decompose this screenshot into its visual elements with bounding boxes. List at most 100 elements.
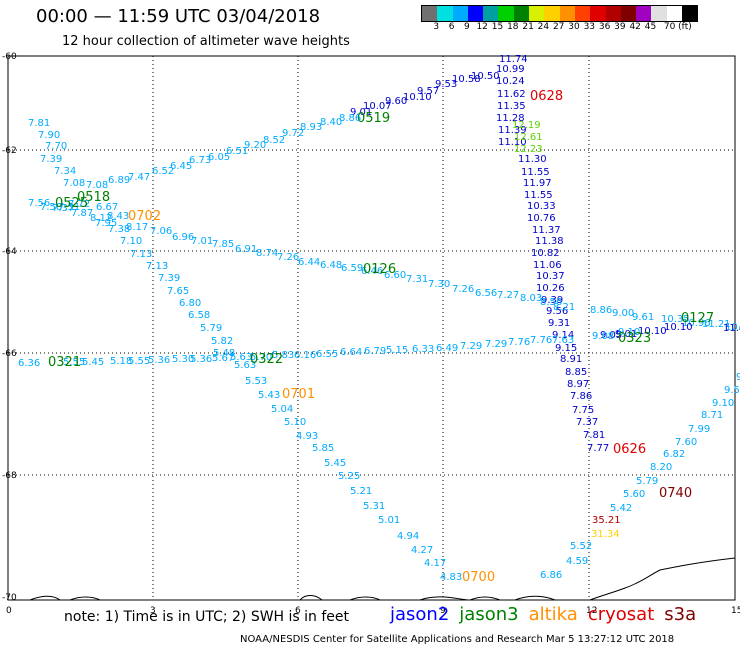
legend-tick-label: 39 (614, 22, 626, 32)
satellite-cryosat: cryosat (587, 604, 655, 625)
swh-value: 7.34 (54, 166, 76, 177)
satellite-legend: jason2 jason3 altika cryosat s3a (390, 604, 706, 625)
legend-tick-label: 42 (629, 22, 641, 32)
swh-value: 7.47 (128, 172, 150, 183)
swh-value: 4.93 (296, 431, 318, 442)
swh-value: 5.31 (363, 501, 385, 512)
legend-swatch (666, 6, 683, 21)
swh-value: 10.76 (527, 213, 556, 224)
color-scale-legend (421, 5, 699, 22)
swh-value: 6.52 (152, 166, 174, 177)
swh-value: 9.20 (244, 140, 266, 151)
note-text: note: 1) Time is in UTC; 2) SWH is in fe… (64, 609, 350, 625)
swh-value: 7.26 (452, 284, 474, 295)
legend-tick-label: 9 (464, 22, 470, 32)
swh-value: 10.37 (536, 271, 565, 282)
swh-value: 7.70 (45, 141, 67, 152)
swh-value: 5.52 (570, 541, 592, 552)
swh-value: 11.37 (532, 225, 561, 236)
track-time-label: 0519 (357, 111, 390, 126)
graticule (7, 55, 736, 601)
swh-value: 11.60 (723, 323, 740, 334)
swh-value: 6.79 (364, 346, 386, 357)
swh-value: 6.58 (188, 310, 210, 321)
coastline-path (29, 557, 736, 601)
swh-value: 6.67 (96, 202, 118, 213)
swh-value: 10.58 (452, 74, 481, 85)
satellite-altika: altika (528, 604, 578, 625)
swh-value: 9.00 (612, 308, 634, 319)
legend-swatch (483, 6, 499, 21)
lat-label: -60 (2, 52, 17, 62)
swh-value: 11.10 (498, 137, 527, 148)
legend-swatch (636, 6, 652, 21)
legend-tick-label: 33 (583, 22, 596, 32)
swh-value: 7.26 (277, 252, 299, 263)
swh-value: 11.97 (523, 178, 552, 189)
swh-value: 12.19 (512, 120, 541, 131)
track-0740: 35.21 31.34 0740 (591, 486, 692, 540)
swh-value: 5.25 (338, 471, 360, 482)
swh-value: 6.64 (340, 347, 362, 358)
swh-value: 7.29 (460, 341, 482, 352)
legend-tick-label: 45 (644, 22, 657, 32)
lon-label: 3 (150, 606, 156, 616)
swh-value: 6.82 (663, 449, 685, 460)
swh-value: 8.56 (540, 297, 562, 308)
swh-value: 9.53 (435, 79, 457, 90)
swh-value: 9.39 (541, 295, 563, 306)
swh-value: 7.76 (530, 335, 552, 346)
legend-swatch (498, 6, 514, 21)
swh-value: 11.21 (702, 319, 731, 330)
swh-value: 4.59 (566, 556, 588, 567)
track-0701: 0701 (282, 387, 315, 402)
lon-label: 12 (586, 606, 597, 616)
swh-value: 5.30 (172, 354, 194, 365)
swh-value: 9.10 (712, 398, 734, 409)
swh-value: 7.60 (675, 437, 697, 448)
swh-value: 9.05 (600, 330, 622, 341)
swh-value: 7.50 (40, 202, 62, 213)
legend-tick-label: 70 (ft) (663, 22, 692, 32)
swh-value: 10.10 (664, 322, 693, 333)
swh-value: 5.04 (271, 404, 293, 415)
swh-value: 10.26 (536, 283, 565, 294)
swh-value: 7.87 (71, 208, 93, 219)
legend-swatch (651, 6, 667, 21)
legend-swatch (574, 6, 591, 21)
legend-tick-label: 6 (448, 22, 455, 32)
swh-value: 7.63 (552, 335, 574, 346)
swh-value: 7.31 (406, 274, 428, 285)
swh-value: 6.33 (412, 344, 434, 355)
swh-value: 5.63 (234, 360, 256, 371)
swh-value: 5.18 (110, 356, 132, 367)
swh-value: 7.39 (40, 154, 62, 165)
swh-value: 8.86 (339, 113, 361, 124)
swh-value: 9.15 (555, 343, 577, 354)
swh-value: 7.72 (68, 199, 90, 210)
swh-value: 5.60 (623, 489, 645, 500)
swh-value: 5.70 (250, 352, 272, 363)
lat-label: -64 (2, 247, 17, 257)
swh-value: 8.17 (126, 222, 148, 233)
track-0700: 0700 (462, 570, 495, 585)
track-time-label: 0701 (282, 387, 315, 402)
swh-value: 7.08 (63, 178, 85, 189)
swh-value: 11.06 (533, 260, 562, 271)
swh-value: 9.57 (417, 86, 439, 97)
swh-value: 11.39 (498, 125, 527, 136)
swh-value: 5.36 (190, 354, 212, 365)
swh-value: 5.10 (284, 417, 306, 428)
swh-value: 7.90 (38, 130, 60, 141)
swh-value: 7.37 (52, 203, 74, 214)
track-time-label: 0518 (77, 190, 110, 205)
swh-value: 7.81 (28, 118, 50, 129)
track-time-label: 0702 (128, 209, 161, 224)
swh-value: 8.43 (107, 211, 129, 222)
swh-value: 10.82 (531, 248, 560, 259)
swh-value: 9.56 (546, 306, 568, 317)
lon-label: 15 (731, 606, 740, 616)
track-time-label: 0321 (48, 355, 81, 370)
